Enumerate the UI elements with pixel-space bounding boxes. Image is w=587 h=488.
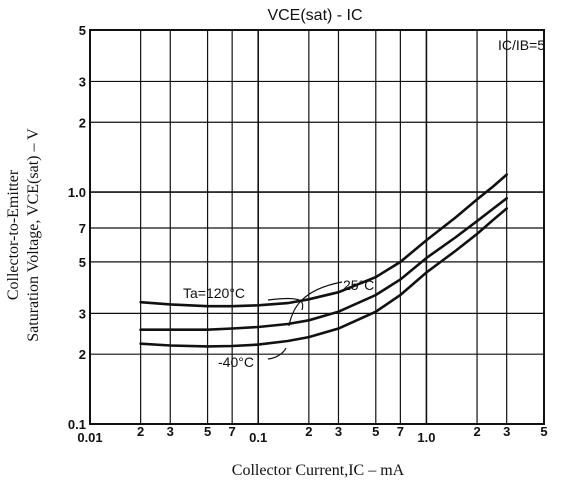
x-tick-label: 0.01 [77,430,102,445]
y-tick-labels: 0.1 2 3 5 7 1.0 2 3 5 [68,23,86,432]
plot-frame [89,29,545,425]
label-leaders [267,281,343,360]
x-tick-label: 1.0 [417,430,435,445]
y-tick-label: 5 [79,255,86,270]
x-tick-label: 5 [204,424,211,439]
y-tick-label: 7 [79,221,86,236]
series-line-2 [139,207,508,348]
x-tick-label: 0.1 [249,430,267,445]
leader-ta-120c [267,297,304,311]
series-label-ta-120c: Ta=120°C [183,285,245,301]
condition-label: IC/IB=5 [498,37,545,53]
y-tick-label: 3 [79,74,86,89]
y-tick-label: 2 [79,115,86,130]
leader-minus40c [267,347,287,360]
y-axis-title-line1: Collector-to-Emitter [5,169,22,300]
x-tick-label: 7 [397,424,404,439]
x-axis-title: Collector Current,IC – mA [232,462,405,479]
series-curves [139,173,508,348]
x-tick-labels: 0.01 2 3 5 7 0.1 2 3 5 7 1.0 2 3 5 [77,424,547,445]
chart-title: VCE(sat) - IC [267,7,362,24]
x-tick-label: 2 [305,424,312,439]
grid [90,30,544,424]
leader-25c [288,281,343,327]
series-line-0 [139,173,508,308]
x-tick-label: 2 [473,424,480,439]
x-tick-label: 3 [335,424,342,439]
y-axis-title-line2: Saturation Voltage, VCE(sat) – V [25,128,42,342]
y-tick-label: 2 [79,347,86,362]
y-tick-label: 5 [79,23,86,38]
y-tick-label: 1.0 [68,185,86,200]
x-tick-label: 3 [167,424,174,439]
x-tick-label: 5 [540,424,547,439]
x-tick-label: 2 [137,424,144,439]
y-tick-label: 3 [79,306,86,321]
series-line-1 [139,197,508,331]
x-tick-label: 3 [503,424,510,439]
series-label-minus40c: -40°C [218,354,254,370]
x-tick-label: 5 [372,424,379,439]
y-tick-label: 0.1 [68,417,86,432]
series-label-25c: 25°C [343,277,374,293]
x-tick-label: 7 [229,424,236,439]
